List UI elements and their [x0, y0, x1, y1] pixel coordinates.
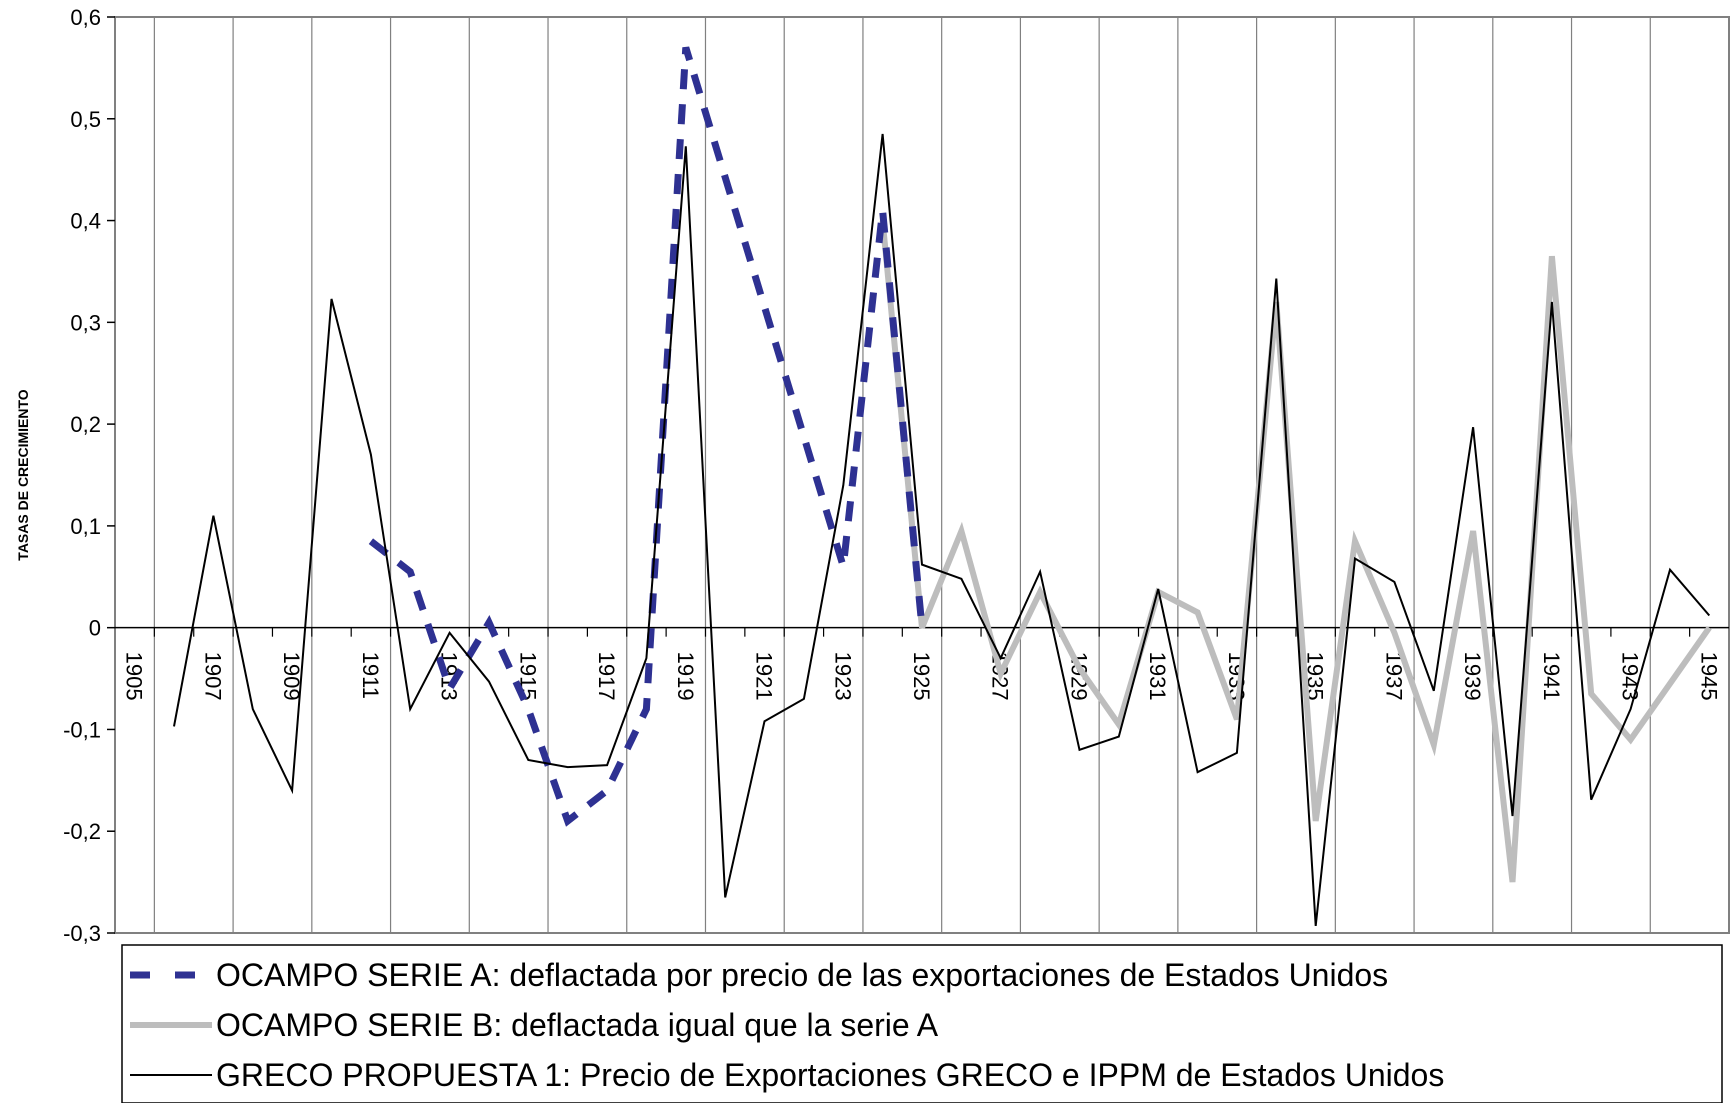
y-tick-label: -0,1 [63, 717, 101, 742]
x-tick-label: 1923 [830, 652, 855, 701]
series-line-1 [368, 46, 926, 827]
x-tick-label: 1921 [752, 652, 777, 701]
axes: -0,3 -0,2 -0,1 0 0,1 0,2 0,3 0,4 0,5 0,6 1905 1907 1… [63, 5, 1729, 946]
x-tick-label: 1943 [1618, 652, 1643, 701]
grid [153, 17, 1651, 933]
x-tick-label: 1941 [1539, 652, 1564, 701]
legend-label: OCAMPO SERIE B: deflactada igual que la … [216, 1007, 939, 1043]
x-tick-label: 1911 [358, 652, 383, 699]
x-tick-label: 1945 [1696, 652, 1721, 701]
y-tick-label: 0,2 [70, 412, 101, 437]
y-tick-label: -0,3 [63, 921, 101, 946]
x-tick-label: 1925 [909, 652, 934, 701]
legend-label: OCAMPO SERIE A: deflactada por precio de… [216, 957, 1388, 993]
y-tick-label: 0,1 [70, 514, 101, 539]
y-tick-label: 0,3 [70, 310, 101, 335]
y-tick-label: 0,4 [70, 209, 101, 234]
plot-area-border [114, 16, 1730, 934]
legend: OCAMPO SERIE A: deflactada por precio de… [121, 944, 1723, 1103]
x-tick-label: 1907 [200, 652, 225, 701]
y-axis-title: TASAS DE CRECIMIENTO [15, 389, 31, 560]
y-tick-label: 0 [89, 616, 101, 641]
y-tick-label: -0,2 [63, 819, 101, 844]
series-line-2 [879, 220, 1712, 883]
series [173, 46, 1712, 927]
x-tick-label: 1939 [1460, 652, 1485, 701]
x-tick-label: 1919 [673, 652, 698, 701]
series-line-3 [173, 133, 1711, 927]
x-tick-label: 1905 [122, 652, 147, 701]
y-tick-label: 0,5 [70, 107, 101, 132]
y-tick-label: 0,6 [70, 5, 101, 30]
legend-box [121, 944, 1723, 1103]
x-tick-label: 1917 [594, 652, 619, 701]
legend-label: GRECO PROPUESTA 1: Precio de Exportacion… [216, 1057, 1444, 1093]
x-tick-label: 1931 [1145, 652, 1170, 701]
